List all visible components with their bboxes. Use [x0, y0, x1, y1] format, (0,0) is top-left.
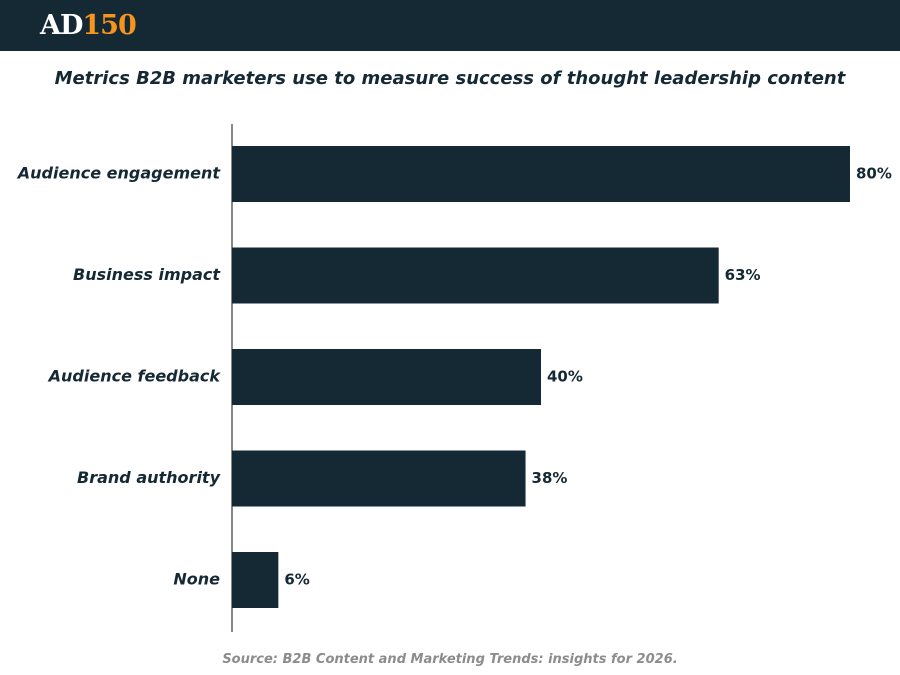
- chart-title: Metrics B2B marketers use to measure suc…: [54, 68, 846, 89]
- category-label: Audience engagement: [16, 164, 222, 183]
- value-label: 38%: [532, 469, 568, 487]
- source-note: Source: B2B Content and Marketing Trends…: [222, 652, 678, 667]
- bar-business-impact: [232, 247, 719, 304]
- bar-audience-engagement: [232, 146, 850, 202]
- value-label: 6%: [284, 571, 309, 589]
- logo-text-150: 150: [82, 10, 136, 41]
- logo: AD150: [40, 9, 137, 43]
- category-label: Audience feedback: [47, 367, 222, 386]
- category-label: None: [173, 570, 220, 589]
- header-bar: AD150: [0, 0, 900, 51]
- category-label: Brand authority: [77, 468, 221, 487]
- value-label: 40%: [547, 368, 583, 386]
- value-label: 63%: [725, 266, 761, 284]
- category-label: Business impact: [73, 265, 221, 284]
- bar-none: [232, 552, 279, 608]
- bar-brand-authority: [232, 450, 526, 507]
- bar-audience-feedback: [232, 349, 541, 405]
- value-label: 80%: [856, 165, 892, 183]
- logo-text-ad: AD: [40, 10, 83, 41]
